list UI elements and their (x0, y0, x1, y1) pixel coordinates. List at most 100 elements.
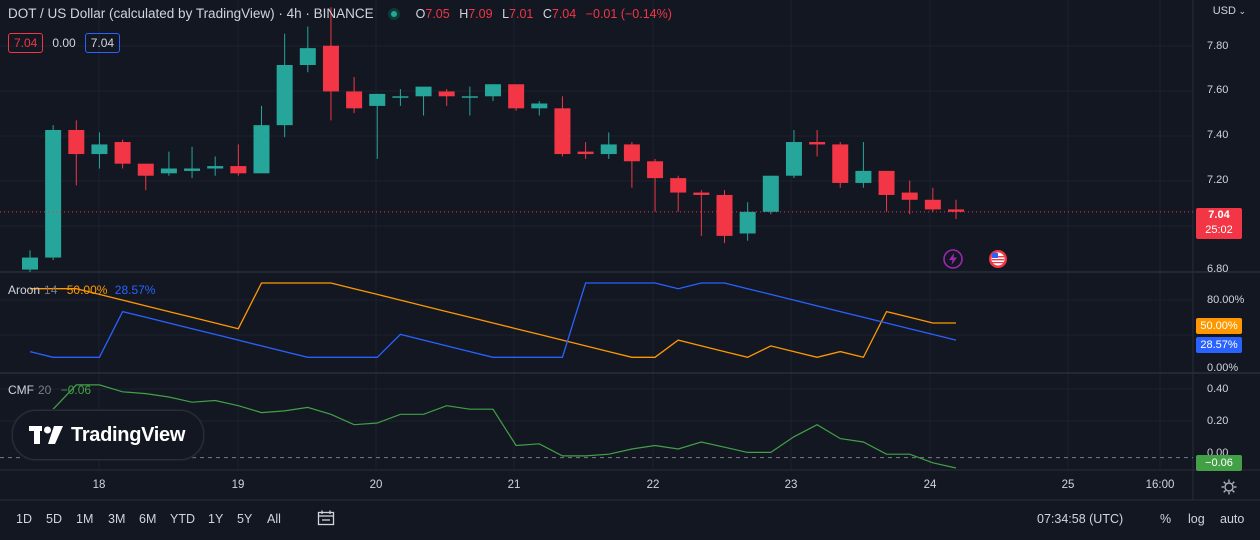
cmf-name[interactable]: CMF (8, 383, 34, 397)
aroon-up-tag: 50.00% (1196, 318, 1242, 334)
candle-body (392, 96, 409, 98)
candle-body (160, 168, 177, 174)
candle-body (45, 129, 62, 258)
low-label: L (502, 6, 510, 21)
cmf-line (29, 384, 957, 469)
candle-body (785, 142, 802, 176)
candle-body (693, 192, 710, 195)
us-flag-icon[interactable] (988, 249, 1008, 269)
range-1m-button[interactable]: 1M (76, 512, 94, 526)
candle-body (554, 108, 571, 155)
time-tick: 16:00 (1145, 479, 1175, 491)
time-tick: 19 (231, 479, 245, 491)
candle-body (647, 161, 664, 179)
candle-body (114, 142, 131, 164)
candle-body (415, 86, 432, 97)
time-tick: 22 (646, 479, 660, 491)
candle-body (461, 96, 478, 98)
high-value: 7.09 (468, 6, 493, 21)
open-label: O (415, 6, 426, 21)
range-1y-button[interactable]: 1Y (208, 512, 224, 526)
aroon-tick: 0.00% (1207, 362, 1239, 374)
close-value: 7.04 (551, 6, 577, 21)
sell-button[interactable]: 7.04 (8, 33, 44, 53)
candle-body (762, 175, 779, 212)
candle-body (878, 170, 895, 195)
change-value: −0.01 (−0.14%) (585, 6, 672, 21)
grid (0, 0, 1193, 470)
range-all-button[interactable]: All (267, 512, 281, 526)
time-tick: 18 (92, 479, 106, 491)
candle-body (924, 199, 941, 210)
candle-body (531, 103, 548, 109)
range-ytd-button[interactable]: YTD (170, 512, 195, 526)
pane-separators (0, 0, 1260, 501)
settings-gear-icon[interactable] (1220, 478, 1238, 496)
date-range-calendar-icon[interactable] (317, 510, 335, 526)
aroon-down-tag: 28.57% (1196, 337, 1242, 353)
candle-body (184, 168, 201, 171)
cmf-tick: 0.20 (1207, 415, 1229, 427)
candle-body (207, 166, 224, 169)
aroon-up-line (30, 282, 956, 359)
trade-buttons: 7.04 0.00 7.04 (8, 33, 121, 53)
range-6m-button[interactable]: 6M (139, 512, 157, 526)
range-1d-button[interactable]: 1D (16, 512, 32, 526)
last-price-tag: 7.04 25:02 (1196, 208, 1242, 239)
candle-body (670, 178, 687, 193)
candle-body (901, 192, 918, 200)
candle-body (832, 144, 849, 183)
tradingview-mark-icon (29, 426, 63, 444)
candle-body (369, 93, 386, 106)
candle-body (623, 144, 640, 162)
candle-body (322, 45, 339, 92)
time-tick: 24 (923, 479, 937, 491)
candle-body (22, 257, 38, 270)
time-tick: 25 (1061, 479, 1075, 491)
symbol-title[interactable]: DOT / US Dollar (calculated by TradingVi… (8, 6, 374, 21)
time-tick: 23 (784, 479, 798, 491)
tradingview-logo[interactable]: TradingView (12, 410, 204, 460)
candle-body (137, 163, 154, 176)
percent-scale-toggle[interactable]: % (1160, 512, 1172, 526)
candle-body (230, 166, 247, 174)
cmf-value: −0.06 (60, 383, 92, 397)
aroon-down-line (29, 282, 957, 358)
time-tick: 20 (369, 479, 383, 491)
cmf-tag: −0.06 (1196, 455, 1242, 471)
candle-body (276, 64, 293, 126)
symbol-legend: DOT / US Dollar (calculated by TradingVi… (8, 6, 672, 21)
range-5y-button[interactable]: 5Y (237, 512, 253, 526)
aroon-name[interactable]: Aroon (8, 283, 41, 297)
open-value: 7.05 (425, 6, 450, 21)
aroon-tick: 80.00% (1207, 294, 1245, 306)
market-status-icon[interactable] (387, 7, 400, 20)
candle-body (253, 125, 270, 174)
candle-body (600, 144, 617, 155)
price-tick: 7.40 (1207, 129, 1229, 141)
cmf-lines (0, 384, 1193, 469)
aroon-legend: Aroon 14 50.00% 28.57% (8, 283, 155, 297)
high-label: H (459, 6, 469, 21)
currency-selector[interactable]: USD (1213, 5, 1246, 17)
lightning-icon[interactable] (943, 249, 963, 269)
aroon-lines (29, 282, 957, 359)
time-tick: 21 (507, 479, 521, 491)
cmf-legend: CMF 20 −0.06 (8, 383, 91, 397)
aroon-param: 14 (44, 283, 58, 297)
price-tick: 7.80 (1207, 40, 1229, 52)
candle-body (68, 129, 85, 155)
buy-button[interactable]: 7.04 (84, 33, 121, 53)
candle-body (438, 91, 455, 97)
utc-clock[interactable]: 07:34:58 (UTC) (1037, 512, 1124, 526)
log-scale-toggle[interactable]: log (1188, 512, 1205, 526)
range-5d-button[interactable]: 5D (46, 512, 62, 526)
candle-body (855, 170, 872, 183)
range-3m-button[interactable]: 3M (108, 512, 126, 526)
price-tick: 7.20 (1207, 174, 1229, 186)
last-price-value: 7.04 (1208, 209, 1230, 221)
auto-scale-toggle[interactable]: auto (1220, 512, 1245, 526)
candle-body (739, 211, 756, 234)
candle-body (299, 48, 316, 65)
